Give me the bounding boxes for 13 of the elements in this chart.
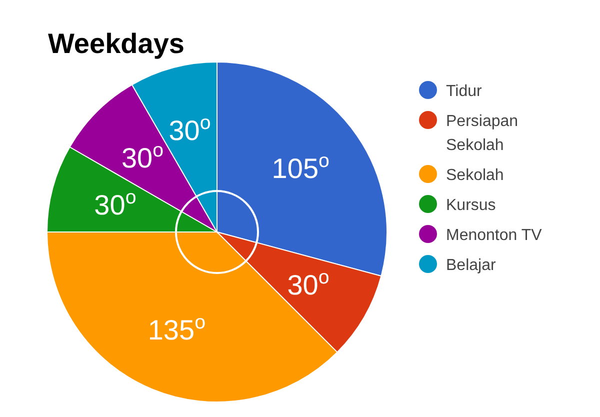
data-label: 30$^{o}$ (121, 139, 164, 174)
data-label: 105$^{o}$ (272, 150, 330, 184)
legend-label: Kursus (446, 197, 496, 214)
legend-label: Menonton TV (446, 227, 542, 244)
legend-label: Sekolah (446, 167, 504, 184)
data-label: 30$^{o}$ (287, 266, 330, 301)
data-label: 135$^{o}$ (148, 311, 206, 346)
data-label: 30$^{o}$ (94, 186, 136, 221)
legend-label: Persiapan Sekolah (446, 113, 518, 154)
legend-label: Tidur (446, 83, 483, 100)
legend-label: Belajar (446, 257, 496, 274)
data-label: 30$^{o}$ (168, 112, 211, 146)
chart-title: Weekdays (48, 28, 184, 59)
